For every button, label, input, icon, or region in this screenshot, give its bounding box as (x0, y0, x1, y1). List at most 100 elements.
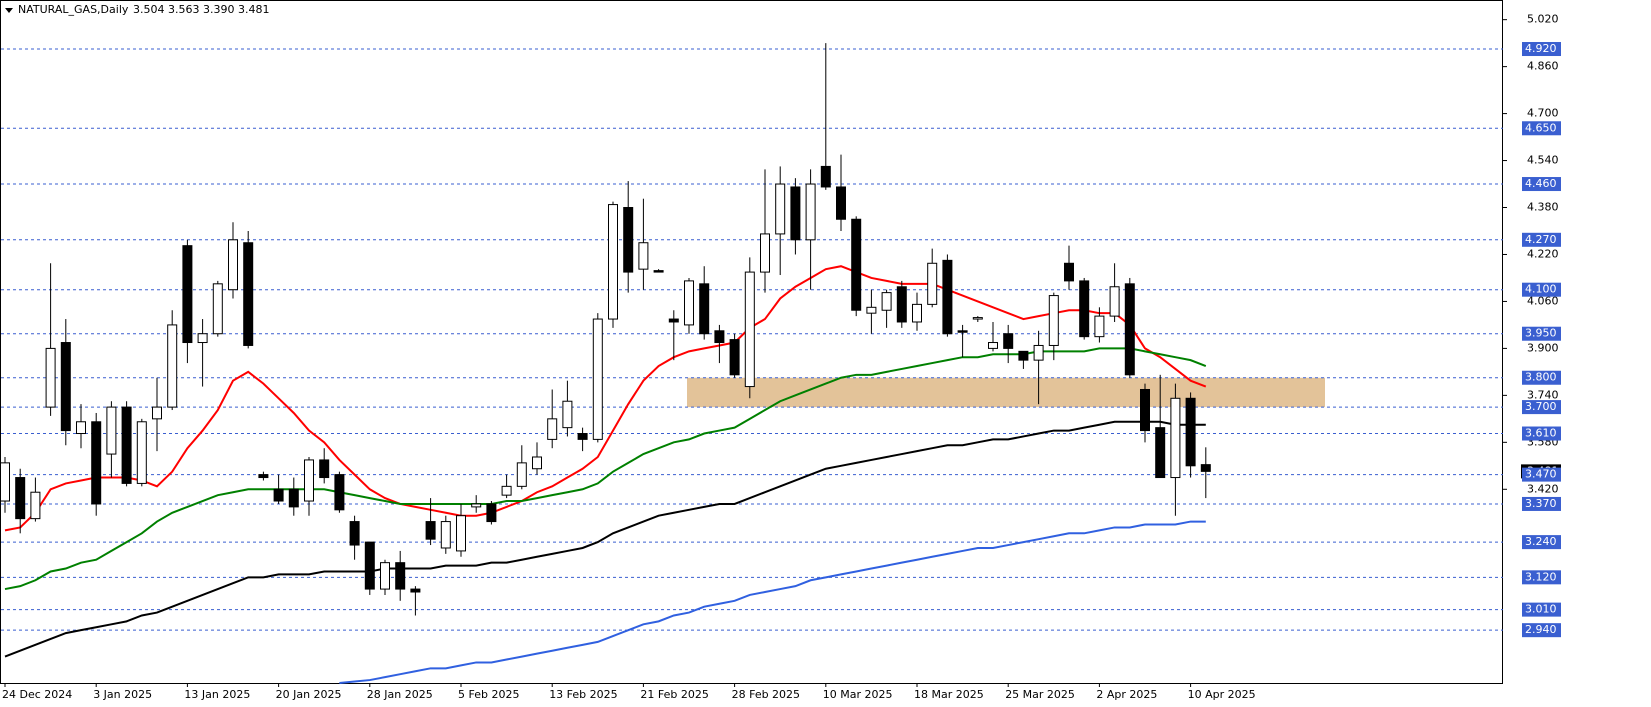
x-tick-label: 13 Jan 2025 (184, 688, 250, 701)
y-tick-label: 3.420 (1527, 482, 1559, 495)
y-tick-label: 3.900 (1527, 341, 1559, 354)
moving-average (4, 420, 1206, 658)
candle-body (516, 462, 527, 487)
candle-body (775, 183, 786, 235)
candle-body (866, 306, 877, 314)
level-label: 4.650 (1525, 121, 1557, 134)
candle-body (805, 183, 816, 241)
level-label: 2.940 (1525, 623, 1557, 636)
level-box (1522, 121, 1561, 136)
x-tick-label: 21 Feb 2025 (640, 688, 708, 701)
candle-body (653, 270, 664, 273)
candle-body (152, 406, 162, 420)
x-tick-label: 10 Mar 2025 (823, 688, 893, 701)
candle-body (760, 233, 770, 273)
candle-body (1079, 280, 1090, 338)
candle-body (30, 491, 41, 520)
level-label: 4.270 (1525, 233, 1557, 246)
level-label: 3.120 (1525, 570, 1557, 583)
candle-body (91, 421, 102, 505)
x-tick-label: 18 Mar 2025 (914, 688, 984, 701)
y-tick-label: 4.700 (1527, 107, 1559, 120)
level-box (1522, 602, 1561, 617)
x-tick-label: 28 Feb 2025 (732, 688, 800, 701)
y-tick-label: 4.860 (1527, 60, 1559, 73)
candle-body (319, 459, 330, 479)
level-box (1522, 496, 1561, 511)
chart-title: NATURAL_GAS,Daily (18, 3, 129, 16)
moving-average (4, 265, 1207, 532)
level-box (1522, 42, 1561, 57)
candle-body (699, 283, 710, 335)
candle-body (1200, 464, 1211, 472)
candle-body (562, 400, 573, 429)
candle-body (1048, 295, 1059, 346)
candle-body (972, 317, 983, 320)
candle-body (334, 474, 345, 511)
level-box (1522, 570, 1561, 585)
ohlc-label: 3.504 3.563 3.390 3.481 (133, 3, 269, 16)
level-box (1522, 326, 1561, 341)
candle-body (820, 165, 831, 188)
candle-body (349, 521, 360, 546)
candle-body (1170, 397, 1181, 479)
zone (687, 377, 1325, 408)
candle-body (501, 485, 512, 496)
level-label: 3.700 (1525, 400, 1557, 413)
candle-body (60, 342, 71, 432)
candle-body (623, 207, 634, 273)
level-label: 3.010 (1525, 603, 1557, 616)
y-tick-label: 4.060 (1527, 294, 1559, 307)
candle-body (440, 521, 451, 549)
candle-body (668, 318, 679, 323)
candle-body (912, 303, 922, 323)
candle-body (896, 286, 907, 323)
candle-body (410, 588, 421, 593)
candle-body (988, 342, 998, 349)
candle-body (182, 245, 193, 344)
candle-body (456, 515, 466, 552)
candle-body (1140, 388, 1150, 432)
candle-body (15, 477, 26, 520)
candle-body (851, 218, 862, 311)
candle-body (212, 283, 223, 335)
candle-body (106, 406, 117, 455)
level-box (1522, 426, 1561, 441)
candle-body (1185, 397, 1196, 467)
level-label: 4.920 (1525, 42, 1557, 55)
candle-body (942, 259, 953, 335)
candle-body (304, 459, 314, 502)
candle-body (1018, 350, 1029, 361)
candle-body (1064, 262, 1074, 282)
candle-body (121, 406, 132, 484)
candle-body (136, 421, 147, 484)
candle-body (258, 474, 269, 479)
candle-body (532, 456, 542, 470)
level-box (1522, 623, 1561, 638)
candle-body (638, 242, 649, 270)
menu-arrow (5, 8, 13, 13)
candle-body (957, 330, 968, 333)
candle-body (790, 186, 801, 241)
candle-body (228, 239, 238, 291)
level-label: 3.800 (1525, 371, 1557, 384)
y-tick-label: 4.220 (1527, 247, 1559, 260)
candle-body (380, 562, 390, 590)
x-tick-label: 20 Jan 2025 (276, 688, 342, 701)
level-box (1522, 535, 1561, 550)
x-tick-label: 24 Dec 2024 (2, 688, 72, 701)
y-tick-label: 4.380 (1527, 201, 1559, 214)
candle-body (577, 433, 588, 440)
candle-body (0, 462, 10, 502)
moving-average (4, 347, 1207, 591)
candle-body (744, 271, 755, 388)
y-tick-label: 3.740 (1527, 388, 1559, 401)
candle-body (471, 503, 482, 508)
candle-body (729, 339, 740, 376)
candle-body (197, 333, 208, 344)
candle-body (881, 292, 892, 311)
candle-body (714, 330, 725, 344)
candle-body (486, 503, 497, 523)
x-tick-label: 2 Apr 2025 (1096, 688, 1157, 701)
candle-body (836, 186, 846, 220)
